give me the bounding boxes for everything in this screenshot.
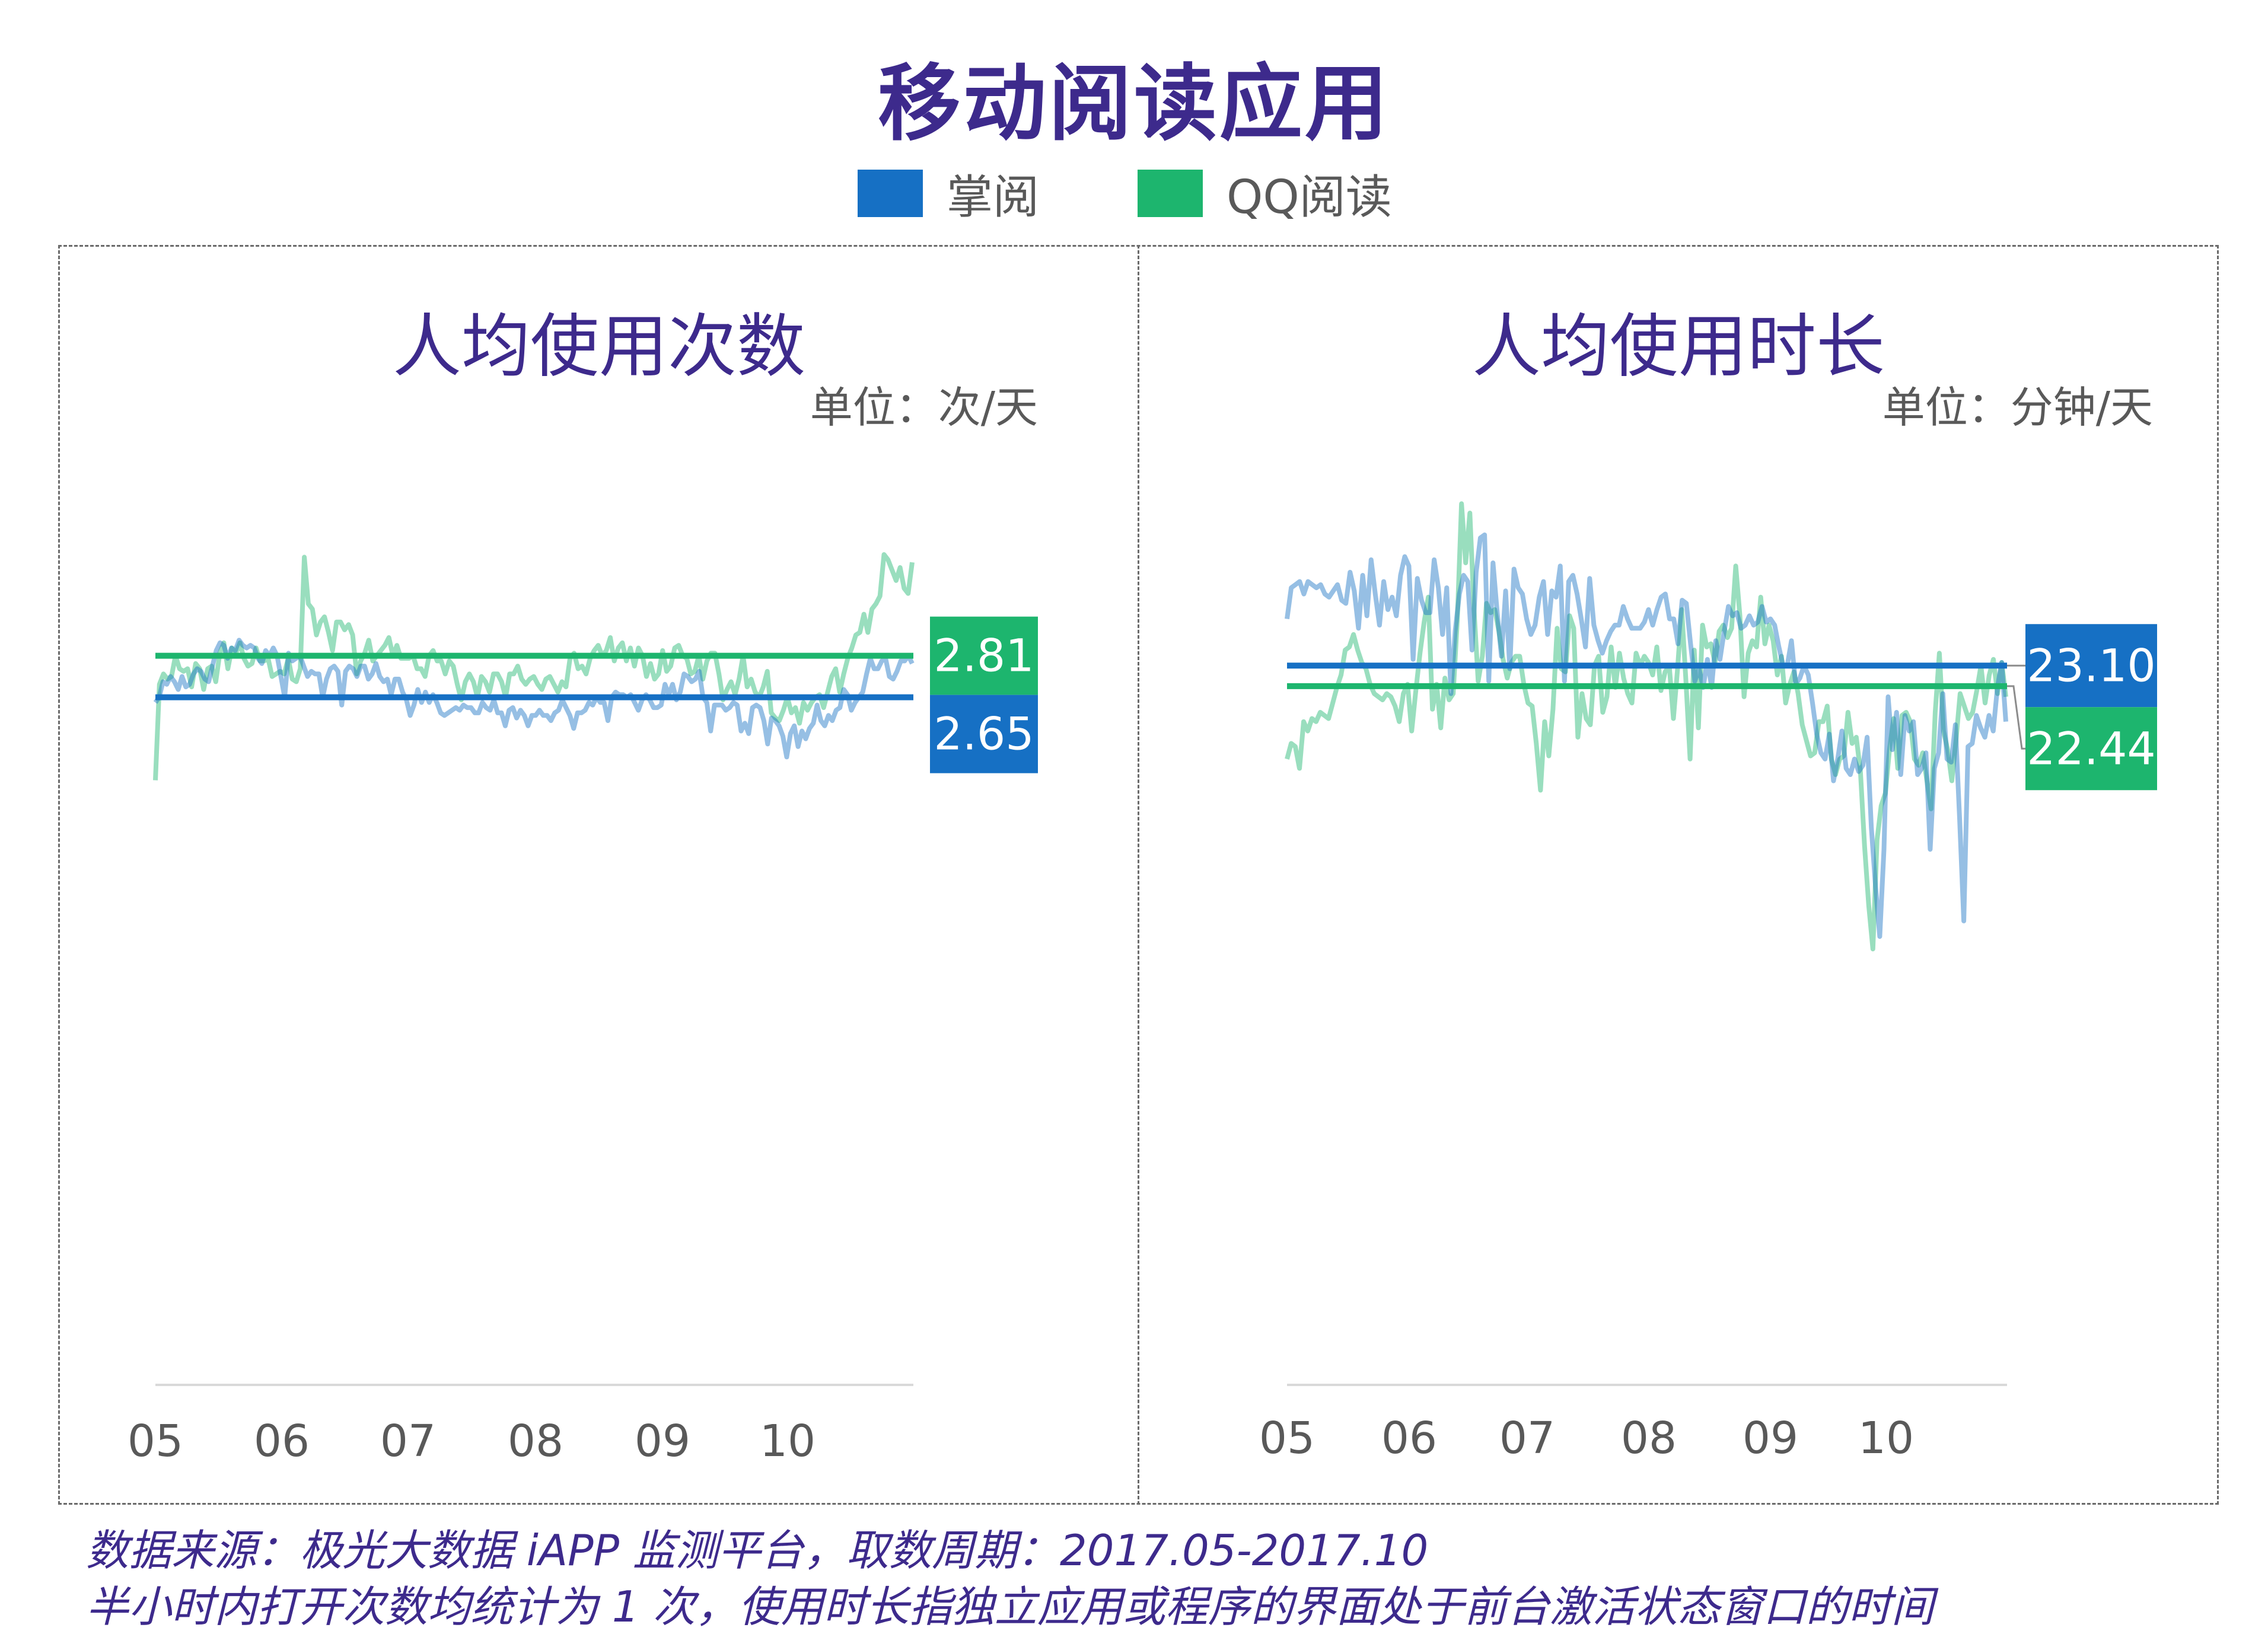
x-tick-label: 05: [1259, 1413, 1315, 1464]
footnote-source: 数据来源：极光大数据 iAPP 监测平台，取数周期：2017.05-2017.1…: [86, 1525, 1429, 1575]
x-tick-label: 06: [1381, 1413, 1437, 1464]
page-title: 移动阅读应用: [877, 56, 1390, 152]
unit-label-duration: 单位：分钟/天: [1882, 383, 2153, 432]
legend-label-zhangyue: 掌阅: [947, 171, 1040, 224]
x-tick-label: 10: [1858, 1413, 1914, 1464]
x-tick-label: 08: [1621, 1413, 1677, 1464]
legend-swatch-qqread: [1138, 170, 1203, 217]
average-value-label: 23.10: [2027, 639, 2156, 692]
average-value-box: [2025, 624, 2157, 708]
series-line-1: [153, 552, 915, 781]
x-tick-label: 07: [1499, 1413, 1555, 1464]
chart-title-duration: 人均使用时长: [1472, 307, 1885, 387]
series-line-0: [153, 638, 915, 760]
x-tick-label: 05: [128, 1416, 183, 1467]
average-value-box: [930, 616, 1038, 695]
average-value-label: 2.65: [934, 708, 1034, 760]
panel-divider: [1138, 245, 1139, 1505]
x-tick-label: 09: [1743, 1413, 1798, 1464]
chart-title-open-count: 人均使用次数: [393, 307, 805, 387]
value-leader-line: [2007, 685, 2025, 750]
legend-item-zhangyue: 掌阅: [858, 160, 1039, 227]
x-tick-label: 09: [635, 1416, 690, 1467]
average-value-box: [2025, 707, 2157, 791]
average-value-box: [930, 695, 1038, 773]
x-tick-label: 06: [254, 1416, 310, 1467]
series-line-0: [1285, 532, 2008, 939]
average-value-label: 2.81: [934, 629, 1034, 682]
legend-item-qqread: QQ阅读: [1138, 160, 1392, 227]
legend: 掌阅 QQ阅读: [0, 160, 2268, 224]
legend-swatch-zhangyue: [858, 170, 923, 217]
chart-0: 05 06 07 08 09 10 2.81 2.65: [128, 552, 1038, 1467]
unit-label-open-count: 单位：次/天: [810, 383, 1038, 432]
legend-label-qqread: QQ阅读: [1227, 171, 1392, 224]
footnote-definition: 半小时内打开次数均统计为 1 次，使用时长指独立应用或程序的界面处于前台激活状态…: [86, 1582, 1934, 1632]
average-value-label: 22.44: [2027, 722, 2156, 775]
chart-1: 05 06 07 08 09 10 23.10 22.44: [1259, 501, 2157, 1464]
x-tick-label: 07: [380, 1416, 436, 1467]
x-tick-label: 10: [760, 1416, 816, 1467]
x-tick-label: 08: [508, 1416, 563, 1467]
